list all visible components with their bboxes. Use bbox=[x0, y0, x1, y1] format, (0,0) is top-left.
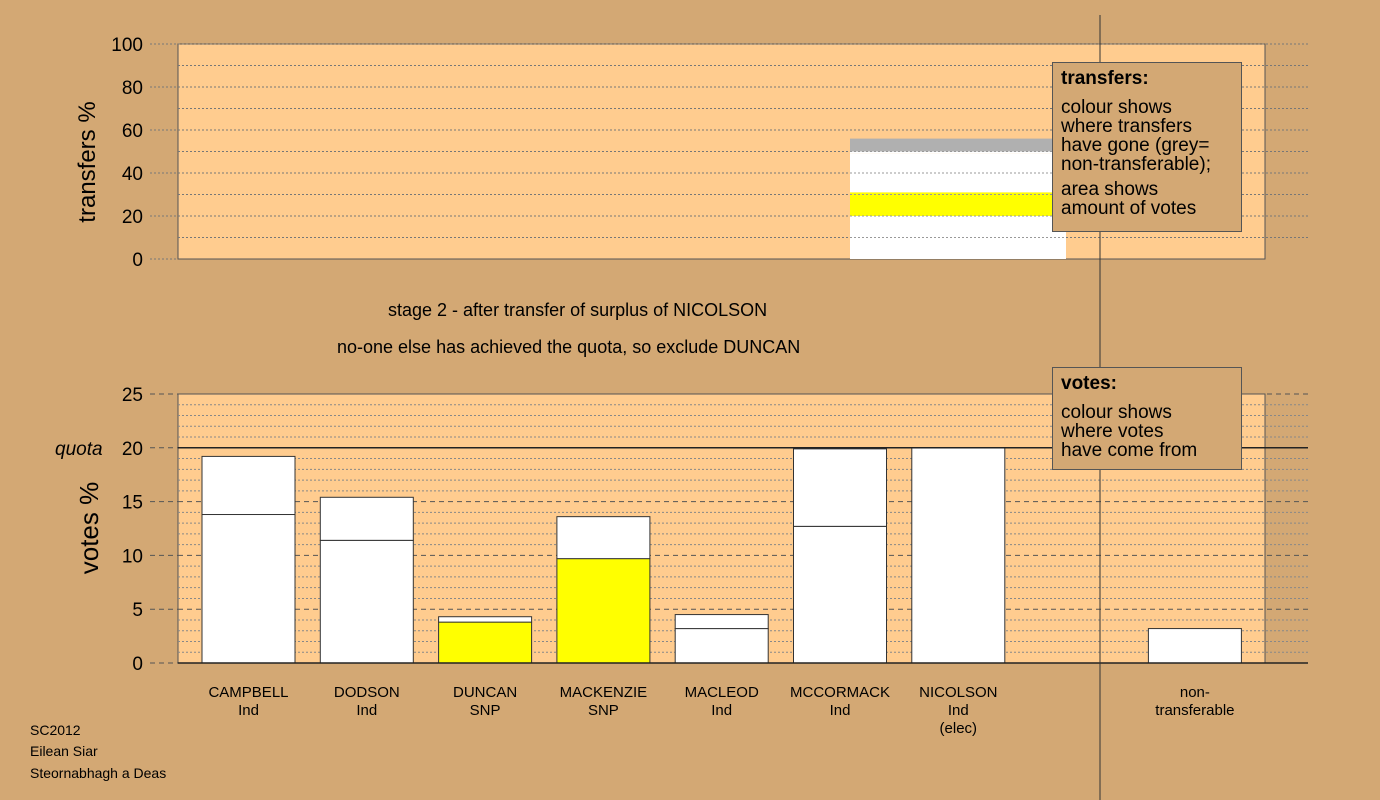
vote-bar-transfer bbox=[201, 455, 296, 516]
votes-tick-label: 20 bbox=[122, 439, 143, 460]
candidate-name-label: non- bbox=[1180, 684, 1210, 701]
transfer-segment-campbell bbox=[850, 237, 1066, 259]
transfers-tick-label: 60 bbox=[122, 121, 143, 142]
candidate-name-label: DUNCAN bbox=[453, 684, 517, 701]
transfers-legend-line: non-transferable); bbox=[1061, 154, 1211, 175]
transfers-legend-line: area shows bbox=[1061, 179, 1159, 200]
votes-tick-label: 0 bbox=[132, 654, 143, 675]
votes-legend-line: have come from bbox=[1061, 440, 1198, 461]
candidate-party-label: Ind bbox=[830, 702, 851, 719]
candidate-party-label: Ind bbox=[356, 702, 377, 719]
footer-council: Eilean Siar bbox=[30, 743, 98, 759]
transfers-y-axis-label: transfers % bbox=[74, 101, 101, 222]
footer-ward: Steornabhagh a Deas bbox=[30, 765, 167, 781]
candidate-name-label: MCCORMACK bbox=[790, 684, 890, 701]
vote-bar-first-pref bbox=[911, 447, 1006, 664]
votes-tick-label: 5 bbox=[132, 600, 143, 621]
candidate-party-label: Ind bbox=[238, 702, 259, 719]
candidate-party-label: SNP bbox=[588, 702, 619, 719]
transfers-legend-line: amount of votes bbox=[1061, 198, 1197, 219]
vote-bar-transfer bbox=[556, 516, 651, 560]
vote-bar-first-pref bbox=[319, 539, 414, 664]
transfers-tick-label: 40 bbox=[122, 164, 143, 185]
votes-y-axis-label: votes % bbox=[74, 482, 104, 575]
transfer-segment-mackenzie bbox=[850, 194, 1066, 216]
transfer-segment-nontransferable bbox=[850, 138, 1066, 152]
quota-label: quota bbox=[55, 439, 103, 460]
transfer-segment-dodson bbox=[850, 216, 1066, 238]
candidate-name-label: CAMPBELL bbox=[208, 684, 288, 701]
vote-bar-transfer bbox=[674, 614, 769, 630]
vote-bar-first-pref bbox=[438, 621, 533, 664]
candidate-party-label: Ind bbox=[711, 702, 732, 719]
candidate-status-label: (elec) bbox=[940, 720, 978, 737]
transfers-tick-label: 20 bbox=[122, 207, 143, 228]
transfers-tick-label: 0 bbox=[132, 250, 143, 271]
votes-tick-label: 15 bbox=[122, 493, 143, 514]
transfers-tick-label: 80 bbox=[122, 78, 143, 99]
candidate-name-label: DODSON bbox=[334, 684, 400, 701]
vote-bar-first-pref bbox=[201, 514, 296, 664]
candidate-name-label: MACLEOD bbox=[685, 684, 759, 701]
transfers-legend-line: colour shows bbox=[1061, 97, 1172, 118]
transfers-tick-label: 100 bbox=[111, 35, 143, 56]
transfer-segment-duncan bbox=[850, 192, 1066, 195]
stage-line: stage 2 - after transfer of surplus of N… bbox=[388, 300, 768, 320]
candidate-name-label: NICOLSON bbox=[919, 684, 997, 701]
votes-legend-title: votes: bbox=[1061, 373, 1117, 394]
vote-bar-first-pref bbox=[674, 628, 769, 664]
votes-tick-label: 25 bbox=[122, 385, 143, 406]
vote-bar-transfer bbox=[793, 448, 887, 527]
votes-legend-line: colour shows bbox=[1061, 402, 1172, 423]
footer-year: SC2012 bbox=[30, 722, 81, 738]
vote-bar-transfer bbox=[1147, 628, 1242, 664]
vote-bar-transfer bbox=[319, 496, 414, 541]
note-line: no-one else has achieved the quota, so e… bbox=[337, 337, 801, 357]
candidate-party-label: SNP bbox=[470, 702, 501, 719]
votes-tick-label: 10 bbox=[122, 546, 143, 567]
candidate-name-label: MACKENZIE bbox=[560, 684, 648, 701]
vote-bar-first-pref bbox=[793, 525, 887, 664]
transfer-segment-macleod bbox=[850, 151, 1066, 154]
transfers-legend-title: transfers: bbox=[1061, 68, 1149, 89]
vote-bar-first-pref bbox=[556, 558, 651, 664]
transfers-legend: transfers: colour shows where transfers … bbox=[1052, 62, 1242, 232]
candidate-party-label: Ind bbox=[948, 702, 969, 719]
transfers-legend-line: where transfers bbox=[1061, 116, 1192, 137]
vote-bar-transfer bbox=[438, 616, 533, 623]
votes-legend: votes: colour shows where votes have com… bbox=[1052, 367, 1242, 470]
candidate-party-label: transferable bbox=[1155, 702, 1234, 719]
votes-legend-line: where votes bbox=[1061, 421, 1164, 442]
transfers-legend-line: have gone (grey= bbox=[1061, 135, 1210, 156]
